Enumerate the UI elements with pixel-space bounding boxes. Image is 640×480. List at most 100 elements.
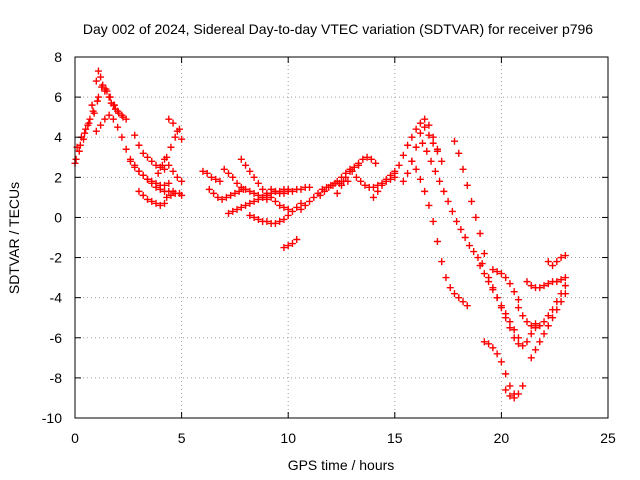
data-point — [288, 240, 296, 248]
data-point — [242, 185, 250, 193]
data-point — [523, 278, 531, 286]
data-point — [461, 234, 469, 241]
data-point — [333, 177, 341, 185]
data-point — [237, 203, 245, 211]
data-point — [229, 207, 237, 215]
data-point — [293, 236, 301, 244]
data-point — [506, 392, 514, 400]
data-point — [154, 169, 162, 177]
data-point — [489, 266, 497, 274]
data-point — [476, 229, 484, 237]
data-point — [476, 262, 484, 270]
data-point — [156, 185, 164, 193]
data-point — [489, 344, 497, 352]
data-point — [106, 93, 114, 101]
data-point — [493, 294, 501, 302]
series-track-36 — [527, 290, 569, 362]
y-tick-label: -4 — [50, 290, 63, 306]
series-track-32 — [480, 338, 518, 398]
series-track-16 — [237, 155, 292, 213]
data-point — [527, 322, 535, 330]
data-point — [306, 197, 314, 205]
data-point — [395, 161, 403, 169]
data-point — [450, 290, 458, 298]
data-point — [412, 143, 420, 151]
data-point — [320, 187, 328, 195]
x-tick-label: 5 — [178, 430, 186, 446]
data-point — [536, 338, 544, 346]
data-point — [237, 155, 245, 163]
series-track-12 — [199, 167, 224, 185]
data-point — [301, 201, 309, 209]
data-point — [459, 165, 467, 173]
data-point — [374, 187, 382, 195]
data-point — [502, 386, 510, 394]
data-point — [212, 175, 220, 183]
data-point — [463, 181, 471, 189]
data-point — [429, 217, 437, 225]
data-point — [310, 193, 318, 201]
series-track-3 — [73, 81, 120, 151]
data-point — [131, 163, 139, 171]
data-point — [344, 177, 352, 185]
y-tick-label: 4 — [54, 129, 62, 145]
data-point — [416, 119, 424, 127]
data-point — [88, 101, 96, 109]
data-point — [348, 167, 356, 175]
data-point — [263, 189, 271, 197]
data-point — [122, 145, 130, 153]
series-track-11 — [163, 189, 186, 201]
data-point — [433, 238, 441, 246]
data-point — [480, 338, 488, 346]
data-point — [510, 326, 518, 334]
data-point — [544, 258, 552, 266]
data-point — [338, 181, 345, 189]
data-point — [408, 133, 416, 141]
data-point — [502, 274, 510, 282]
data-point — [361, 181, 369, 189]
data-point — [510, 334, 518, 342]
data-point — [359, 155, 367, 163]
data-point — [259, 185, 267, 193]
data-point — [271, 219, 279, 227]
data-point — [378, 181, 386, 189]
data-point — [112, 105, 120, 113]
y-tick-label: -2 — [50, 250, 63, 266]
data-point — [199, 167, 207, 175]
data-point — [143, 195, 151, 203]
data-point — [527, 330, 535, 338]
series-track-10 — [161, 155, 186, 185]
data-point — [387, 171, 395, 179]
data-point — [316, 191, 324, 199]
data-point — [242, 161, 250, 169]
data-point — [369, 183, 377, 191]
data-point — [119, 113, 127, 121]
data-point — [429, 133, 437, 141]
data-point — [421, 115, 429, 123]
data-point — [506, 382, 514, 390]
data-point — [510, 288, 518, 296]
data-point — [429, 139, 437, 147]
data-point — [523, 338, 531, 346]
data-point — [131, 131, 139, 139]
data-point — [514, 296, 522, 304]
data-point — [561, 274, 569, 282]
data-point — [94, 93, 102, 101]
data-point — [246, 199, 254, 207]
data-point — [506, 318, 514, 326]
data-point — [519, 342, 527, 350]
data-point — [493, 350, 501, 358]
data-point — [325, 183, 333, 191]
data-point — [148, 179, 156, 187]
data-point — [536, 322, 544, 330]
series-track-26 — [399, 115, 446, 185]
data-point — [399, 177, 407, 185]
data-point — [553, 258, 561, 266]
data-point — [419, 139, 427, 147]
data-point — [416, 175, 424, 183]
data-point — [297, 185, 305, 193]
x-tick-label: 0 — [71, 430, 79, 446]
series-track-6 — [135, 187, 169, 209]
data-point — [382, 175, 390, 183]
data-point — [165, 115, 173, 123]
